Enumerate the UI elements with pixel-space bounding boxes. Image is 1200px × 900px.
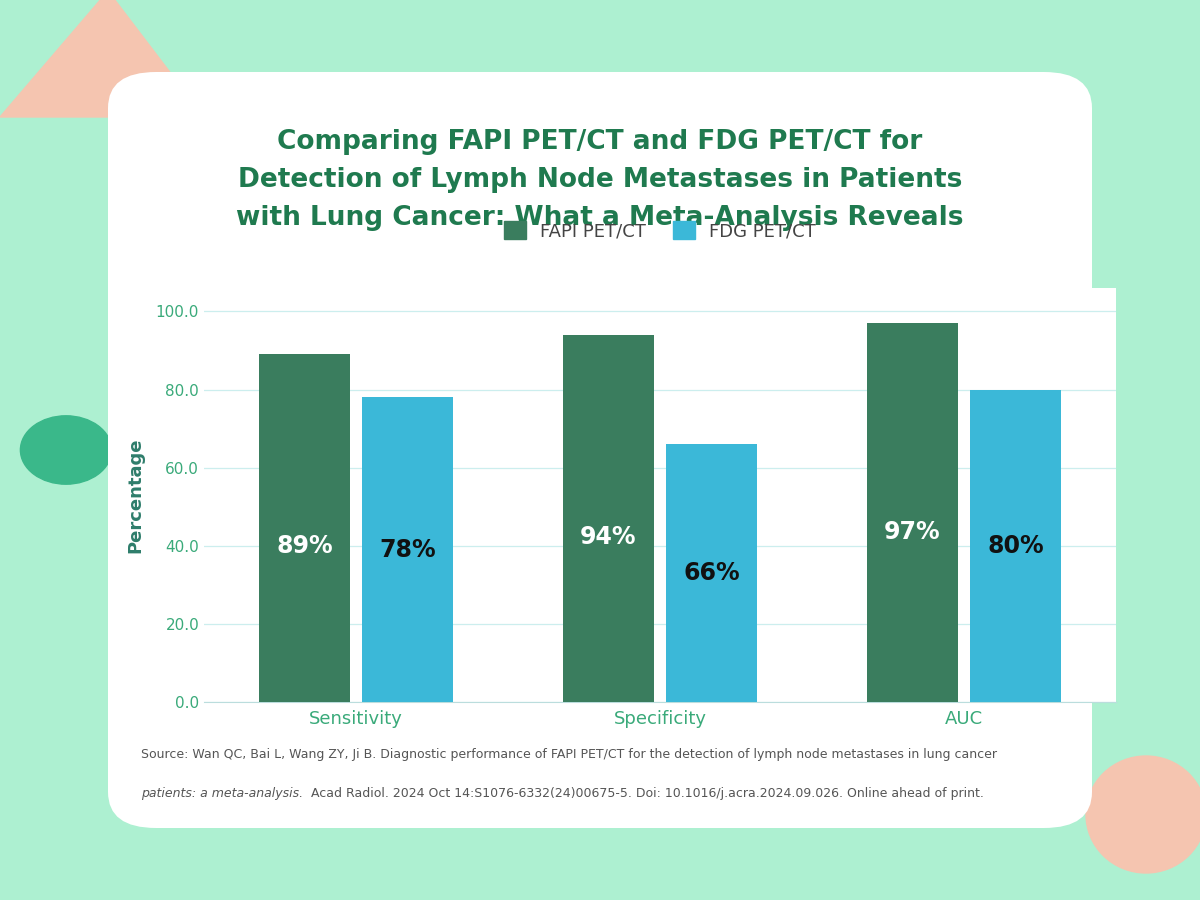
- Bar: [866, 323, 958, 702]
- Text: 66%: 66%: [683, 561, 740, 585]
- Text: Comparing FAPI PET/CT and FDG PET/CT for
Detection of Lymph Node Metastases in P: Comparing FAPI PET/CT and FDG PET/CT for…: [236, 129, 964, 231]
- Bar: [563, 335, 654, 702]
- Bar: [666, 445, 757, 702]
- Bar: [362, 398, 454, 702]
- Text: Acad Radiol. 2024 Oct 14:S1076-6332(24)00675-5. Doi: 10.1016/j.acra.2024.09.026.: Acad Radiol. 2024 Oct 14:S1076-6332(24)0…: [307, 788, 984, 800]
- Text: 78%: 78%: [379, 537, 436, 562]
- Text: 80%: 80%: [988, 534, 1044, 558]
- Text: 89%: 89%: [276, 534, 332, 558]
- Text: patients: a meta-analysis.: patients: a meta-analysis.: [142, 788, 304, 800]
- Y-axis label: Percentage: Percentage: [127, 437, 145, 553]
- Text: Source: Wan QC, Bai L, Wang ZY, Ji B. Diagnostic performance of FAPI PET/CT for : Source: Wan QC, Bai L, Wang ZY, Ji B. Di…: [142, 748, 997, 760]
- Bar: [970, 390, 1061, 702]
- Text: 97%: 97%: [884, 519, 941, 544]
- Text: 94%: 94%: [580, 525, 636, 549]
- Legend: FAPI PET/CT, FDG PET/CT: FAPI PET/CT, FDG PET/CT: [497, 214, 823, 248]
- Bar: [259, 355, 350, 702]
